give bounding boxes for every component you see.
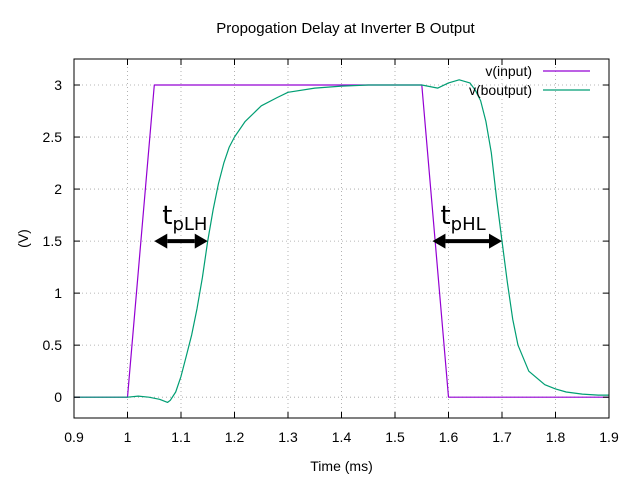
- x-tick-label: 1.6: [439, 429, 459, 445]
- series-line-2: [74, 79, 609, 403]
- delay-annotation-1: tpLH: [154, 201, 208, 249]
- y-tick-label: 2.5: [43, 129, 63, 145]
- x-tick-label: 0.9: [64, 429, 84, 445]
- x-tick-label: 1: [124, 429, 132, 445]
- y-tick-label: 0: [54, 389, 62, 405]
- x-tick-label: 1.3: [278, 429, 298, 445]
- legend: v(input) v(boutput): [469, 63, 590, 98]
- delay-arrow-head-left: [154, 233, 168, 249]
- x-axis-label: Time (ms): [310, 458, 372, 474]
- delay-label: tpHL: [440, 201, 485, 235]
- delay-arrow-head-right: [194, 233, 208, 249]
- series-layer: [74, 79, 609, 403]
- y-tick-label: 0.5: [43, 337, 63, 353]
- annotations-layer: tpLH tpHL: [154, 201, 502, 249]
- x-tick-label: 1.7: [492, 429, 512, 445]
- x-tick-label: 1.5: [385, 429, 405, 445]
- plot-frame: [73, 58, 610, 419]
- y-axis-label: (V): [15, 229, 31, 248]
- y-tick-label: 3: [54, 77, 62, 93]
- x-tick-label: 1.9: [599, 429, 619, 445]
- x-tick-label: 1.4: [332, 429, 352, 445]
- x-tick-label: 1.2: [225, 429, 245, 445]
- legend-label-1: v(input): [485, 63, 532, 79]
- delay-arrow-head-left: [432, 233, 446, 249]
- delay-annotation-2: tpHL: [432, 201, 502, 249]
- delay-label: tpLH: [162, 201, 207, 235]
- y-tick-label: 2: [54, 181, 62, 197]
- x-tick-label: 1.1: [171, 429, 191, 445]
- grid-lines: [73, 59, 610, 418]
- x-tick-label: 1.8: [546, 429, 566, 445]
- chart-title: Propogation Delay at Inverter B Output: [216, 20, 475, 37]
- y-tick-label: 1: [54, 285, 62, 301]
- legend-label-2: v(boutput): [469, 82, 532, 98]
- delay-arrow-head-right: [489, 233, 502, 249]
- axis-ticks: 0.9 1 1.1 1.2 1.3 1.4 1.5 1.6 1.7 1.8 1.9 0 0.5 1 1.5 2…: [43, 59, 619, 445]
- y-tick-label: 1.5: [43, 233, 63, 249]
